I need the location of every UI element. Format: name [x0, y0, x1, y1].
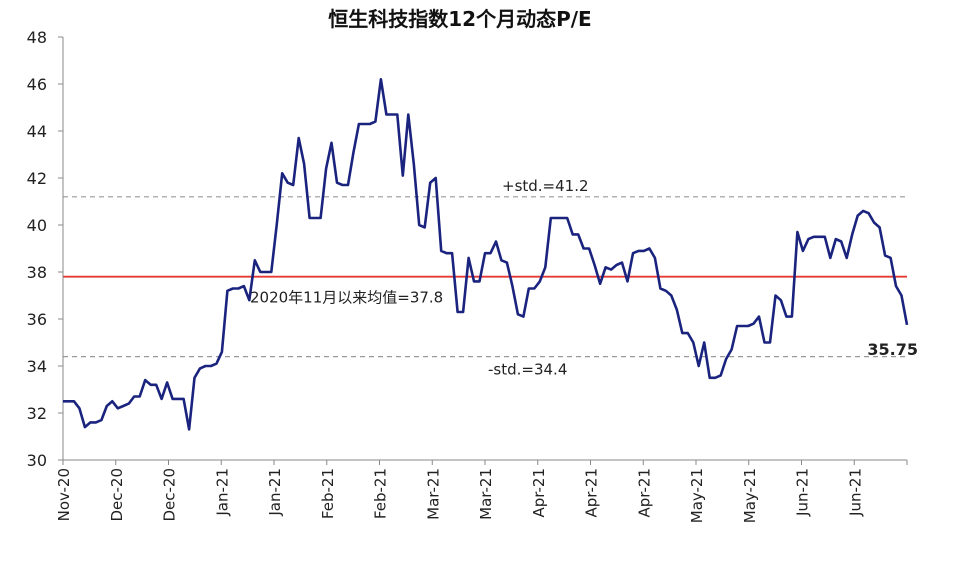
y-tick-label: 46	[27, 75, 47, 94]
series-line	[63, 78, 909, 431]
reference-labels: +std.=41.2 2020年11月以来均值=37.8 -std.=34.4 35.…	[250, 177, 918, 379]
x-tick-label: Dec-20	[108, 468, 126, 522]
x-tick-label: Jan-21	[213, 468, 231, 517]
x-tick-label: Apr-21	[530, 468, 548, 518]
x-tick-label: Apr-21	[583, 468, 601, 518]
y-tick-label: 30	[27, 451, 47, 470]
upper-std-label: +std.=41.2	[502, 177, 589, 195]
x-tick-label: Feb-21	[372, 468, 390, 519]
x-tick-label: Apr-21	[635, 468, 653, 518]
mean-label: 2020年11月以来均值=37.8	[250, 289, 443, 307]
x-tick-label: Jun-21	[846, 468, 864, 517]
y-tick-label: 38	[27, 263, 47, 282]
y-tick-label: 40	[27, 216, 47, 235]
y-tick-label: 44	[27, 122, 47, 141]
x-tick-label: Jun-21	[794, 468, 812, 517]
x-tick-label: May-21	[741, 468, 759, 523]
y-tick-label: 32	[27, 404, 47, 423]
x-tick-label: Mar-21	[424, 468, 442, 520]
x-tick-label: Mar-21	[477, 468, 495, 520]
lower-std-label: -std.=34.4	[488, 361, 567, 379]
x-tick-label: May-21	[688, 468, 706, 523]
chart-title: 恒生科技指数12个月动态P/E	[328, 7, 591, 31]
x-tick-label: Nov-20	[55, 468, 73, 521]
y-tick-label: 42	[27, 169, 47, 188]
x-tick-label: Jan-21	[266, 468, 284, 517]
x-axis-ticks: Nov-20 Dec-20 Dec-20 Jan-21 Jan-21 Feb-21 Feb-…	[55, 460, 908, 523]
axes	[62, 37, 907, 461]
y-tick-label: 48	[27, 28, 47, 47]
x-tick-label: Feb-21	[319, 468, 337, 519]
x-tick-label: Dec-20	[161, 468, 179, 522]
last-value-label: 35.75	[867, 340, 918, 359]
y-tick-label: 34	[27, 357, 47, 376]
y-axis-ticks: 30 32 34 36 38 40 42 44 46 48	[27, 28, 63, 470]
y-tick-label: 36	[27, 310, 47, 329]
reference-lines	[63, 196, 907, 358]
